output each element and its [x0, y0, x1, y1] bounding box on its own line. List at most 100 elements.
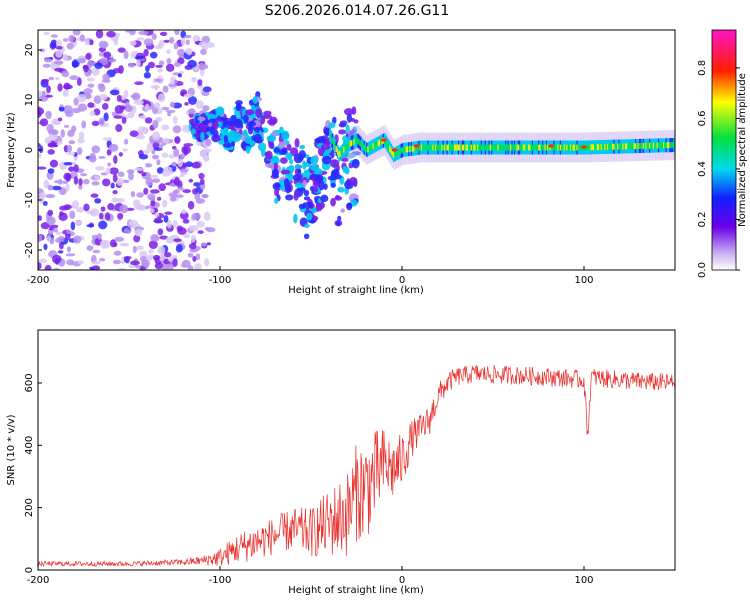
- spectrogram-cell: [614, 143, 617, 150]
- spectrogram-cell: [320, 194, 329, 203]
- spectrogram-cell: [198, 172, 205, 180]
- spectrogram-cell: [338, 151, 340, 158]
- spectrogram-cell: [123, 255, 132, 260]
- spectrogram-cell: [455, 144, 458, 151]
- spectrogram-cell: [536, 144, 539, 151]
- bottom-x-tick-label: -100: [209, 575, 232, 586]
- spectrogram-cell: [469, 144, 472, 151]
- spectrogram-cell: [47, 168, 55, 174]
- spectrogram-cell: [185, 161, 194, 168]
- spectrogram-cell: [513, 144, 516, 151]
- spectrogram-cell: [167, 112, 172, 117]
- spectrogram-cell: [329, 159, 340, 168]
- spectrogram-cell: [427, 144, 430, 151]
- spectrogram-cell: [128, 219, 138, 227]
- spectrogram-cell: [98, 155, 106, 159]
- spectrogram-cell: [113, 250, 122, 256]
- spectrogram-cell: [187, 252, 194, 258]
- spectrogram-cell: [361, 142, 363, 148]
- spectrogram-cell: [409, 145, 412, 152]
- spectrogram-cell: [636, 143, 639, 150]
- spectrogram-cell: [200, 242, 207, 247]
- bottom-y-tick-label: 0: [24, 567, 35, 573]
- spectrogram-cell: [62, 89, 69, 97]
- spectrogram-cell: [65, 183, 70, 192]
- spectrogram-cell: [603, 143, 605, 150]
- spectrogram-cell: [312, 215, 319, 221]
- spectrogram-cell: [250, 104, 256, 111]
- spectrogram-cell: [161, 106, 170, 111]
- spectrogram-cell: [517, 144, 520, 151]
- spectrogram-cell: [484, 144, 487, 151]
- spectrogram-cell: [136, 58, 141, 68]
- spectrogram-cell: [562, 144, 565, 151]
- spectrogram-cell: [346, 202, 353, 209]
- spectrogram-cell: [604, 143, 607, 150]
- spectrogram-cell: [188, 108, 196, 115]
- spectrogram-cell: [419, 144, 422, 151]
- spectrogram-cell: [177, 158, 184, 168]
- spectrogram-cell: [422, 144, 425, 151]
- spectrogram-cell: [102, 103, 109, 110]
- spectrogram-cell: [288, 165, 295, 172]
- spectrogram-cell: [424, 144, 427, 151]
- spectrogram-cell: [103, 51, 112, 59]
- spectrogram-cell: [52, 227, 59, 233]
- spectrogram-cell: [163, 251, 172, 258]
- spectrogram-cell: [341, 148, 344, 154]
- spectrogram-cell: [38, 107, 45, 116]
- spectrogram-cell: [135, 245, 144, 251]
- spectrogram-cell: [552, 144, 554, 151]
- spectrogram-cell: [96, 233, 102, 240]
- spectrogram-cell: [109, 89, 120, 96]
- spectrogram-cell: [547, 144, 549, 151]
- spectrogram-cell: [155, 64, 163, 68]
- spectrogram-cell: [183, 143, 194, 147]
- spectrogram-cell: [156, 159, 161, 166]
- spectrogram-cell: [62, 53, 68, 62]
- spectrogram-cell: [176, 48, 186, 57]
- spectrogram-cell: [497, 144, 500, 151]
- spectrogram-cell: [102, 137, 113, 141]
- spectrogram-cell: [69, 210, 76, 219]
- spectrogram-cell: [573, 144, 576, 151]
- spectrogram-cell: [333, 140, 335, 147]
- spectrogram-cell: [154, 212, 160, 217]
- spectrogram-cell: [73, 164, 79, 173]
- spectrogram-cell: [331, 137, 334, 144]
- spectrogram-cell: [391, 148, 398, 152]
- spectrogram-cell: [150, 174, 158, 178]
- spectrogram-cell: [400, 147, 403, 154]
- spectrogram-cell: [345, 143, 348, 150]
- spectrogram-cell: [112, 190, 118, 195]
- spectrogram-cell: [183, 233, 191, 239]
- spectrogram-cell: [342, 166, 349, 174]
- spectrogram-cell: [174, 30, 180, 36]
- spectrogram-cell: [452, 144, 455, 151]
- spectrogram-cell: [545, 144, 548, 151]
- spectrogram-cell: [318, 180, 325, 191]
- spectrogram-cell: [72, 30, 81, 36]
- spectrogram-cell: [581, 145, 587, 149]
- spectrogram-cell: [613, 143, 616, 150]
- spectrogram-cell: [412, 145, 414, 152]
- spectrogram-cell: [46, 123, 54, 133]
- spectrogram-cell: [68, 34, 75, 43]
- spectrogram-cell: [57, 83, 63, 92]
- spectrogram-cell: [149, 208, 155, 214]
- spectrogram-cell: [161, 265, 169, 270]
- spectrogram-cell: [673, 142, 675, 149]
- spectrogram-cell: [385, 139, 388, 146]
- spectrogram-cell: [83, 203, 90, 212]
- spectrogram-cell: [522, 144, 525, 151]
- spectrogram-cell: [63, 161, 74, 166]
- spectrogram-cell: [524, 144, 526, 151]
- spectrogram-cell: [266, 135, 277, 142]
- spectrogram-cell: [184, 102, 189, 106]
- spectrogram-cell: [442, 144, 445, 151]
- spectrogram-cell: [128, 171, 134, 181]
- spectrogram-cell: [80, 173, 88, 177]
- spectrogram-cell: [164, 211, 173, 215]
- spectrogram-cell: [88, 155, 97, 163]
- spectrogram-cell: [51, 118, 61, 126]
